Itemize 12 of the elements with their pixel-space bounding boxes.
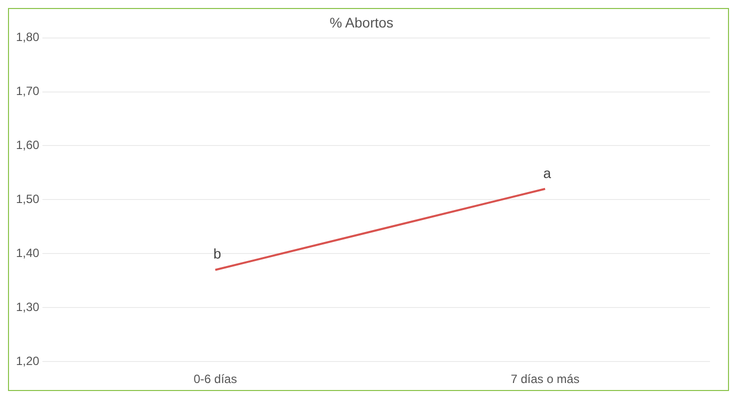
annotation: a [543,164,552,181]
y-tick-label: 1,30 [16,300,40,314]
x-tick-label: 7 días o más [510,372,580,386]
y-tick-label: 1,70 [16,84,40,98]
y-tick-label: 1,80 [16,30,40,44]
chart-title: % Abortos [330,14,394,30]
annotation: b [213,246,222,262]
y-tick-label: 1,40 [16,246,40,260]
y-tick-label: 1,60 [16,138,40,152]
x-tick-label: 0-6 días [194,372,237,386]
y-tick-label: 1,50 [16,192,40,206]
y-tick-label: 1,20 [16,354,40,368]
